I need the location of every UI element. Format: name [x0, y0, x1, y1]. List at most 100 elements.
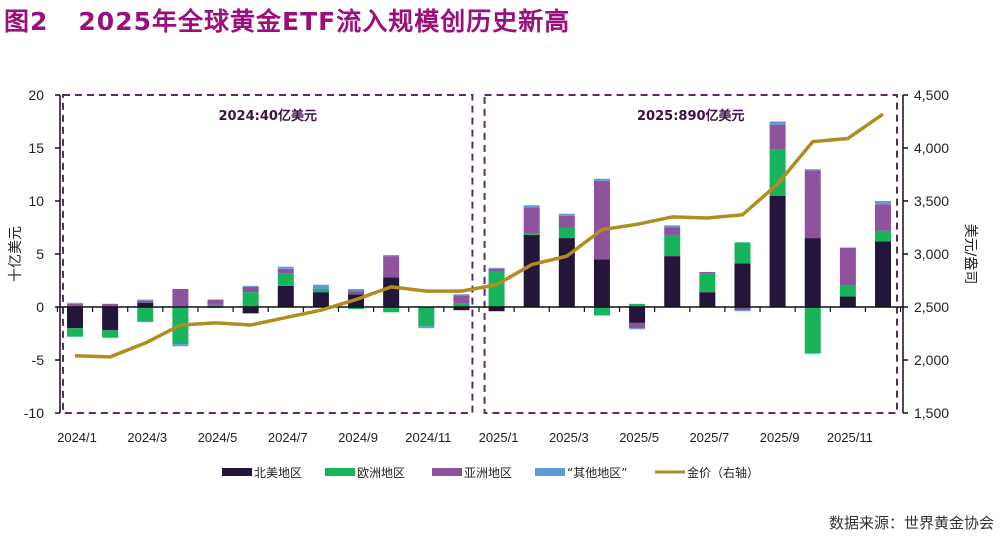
bar-europe — [699, 273, 716, 293]
bar-europe — [488, 270, 505, 307]
bar-north_america — [804, 238, 821, 307]
bar-other — [383, 255, 400, 257]
y-axis-label: 十亿美元 — [8, 226, 24, 282]
y-tick-label: -10 — [24, 405, 44, 421]
annotation-label: 2024:40亿美元 — [218, 108, 316, 124]
legend-label: 欧洲地区 — [357, 466, 405, 480]
y2-tick-label: 1,500 — [914, 405, 949, 421]
x-tick-label: 2025/1 — [479, 430, 519, 445]
bar-asia — [523, 207, 540, 234]
y2-tick-label: 3,000 — [914, 246, 949, 262]
bar-other — [664, 225, 681, 228]
bar-north_america — [558, 238, 575, 307]
chart-title: 图2 2025年全球黄金ETF流入规模创历史新高 — [4, 2, 570, 38]
x-tick-label: 2025/9 — [760, 430, 800, 445]
bar-other — [769, 121, 786, 125]
bar-europe — [629, 303, 646, 307]
bar-north_america — [242, 307, 259, 314]
bar-other — [804, 169, 821, 171]
bar-north_america — [875, 241, 891, 307]
bar-north_america — [839, 296, 856, 307]
bar-asia — [804, 170, 821, 239]
bar-north_america — [523, 234, 540, 307]
x-tick-label: 2024/5 — [198, 430, 238, 445]
bar-europe — [734, 242, 751, 264]
bar-asia — [664, 227, 681, 235]
bars-layer — [67, 121, 891, 354]
bar-other — [67, 302, 83, 304]
data-source: 数据来源：世界黄金协会 — [828, 514, 994, 532]
bar-asia — [207, 299, 224, 305]
bar-other — [558, 213, 575, 216]
bar-europe — [102, 330, 119, 338]
x-tick-label: 2024/7 — [268, 430, 308, 445]
bar-asia — [734, 307, 751, 311]
bar-europe — [312, 288, 329, 293]
y2-tick-label: 2,000 — [914, 352, 949, 368]
bar-europe — [839, 285, 856, 297]
bar-other — [629, 328, 646, 330]
annotation-box — [483, 94, 898, 414]
bar-asia — [383, 256, 400, 278]
bar-other — [348, 288, 365, 292]
bar-other — [488, 267, 505, 269]
bar-other — [242, 285, 259, 287]
bar-asia — [558, 215, 575, 228]
axes-layer: -10 -5 0 5 10 15 20 1,500 2,000 2,500 3,000 3,500 4,… — [8, 87, 978, 445]
bar-europe — [769, 149, 786, 196]
legend-label: 北美地区 — [254, 466, 302, 480]
x-tick-label: 2024/3 — [127, 430, 167, 445]
bar-europe — [383, 307, 400, 313]
bar-other — [312, 284, 329, 289]
bar-asia — [699, 272, 716, 274]
bar-north_america — [734, 263, 751, 307]
bar-north_america — [699, 292, 716, 307]
bar-north_america — [664, 256, 681, 307]
bar-north_america — [488, 307, 505, 312]
bar-other — [172, 344, 189, 347]
bar-europe — [418, 307, 435, 327]
bar-europe — [453, 303, 470, 307]
bar-europe — [348, 307, 365, 310]
x-tick-label: 2025/5 — [619, 430, 659, 445]
x-tick-label: 2025/3 — [549, 430, 589, 445]
bar-north_america — [769, 195, 786, 307]
y-tick-label: 15 — [28, 140, 44, 156]
bar-asia — [593, 180, 610, 260]
bar-asia — [488, 268, 505, 271]
bar-europe — [523, 233, 540, 235]
bar-asia — [102, 303, 119, 307]
bar-north_america — [137, 302, 154, 307]
legend-swatch-europe — [325, 468, 355, 476]
legend-label: 亚洲地区 — [464, 466, 512, 480]
legend-label: 金价（右轴） — [687, 465, 759, 480]
bar-other — [418, 326, 435, 329]
x-tick-label: 2025/7 — [689, 430, 729, 445]
bar-europe — [804, 307, 821, 354]
bar-asia — [348, 291, 365, 295]
gold-price-line — [74, 112, 884, 359]
y2-tick-label: 4,500 — [914, 87, 949, 103]
bar-europe — [67, 328, 83, 337]
x-tick-label: 2024/1 — [57, 430, 97, 445]
bar-asia — [629, 322, 646, 329]
price-line-layer — [74, 112, 884, 359]
bar-europe — [207, 304, 224, 307]
bar-north_america — [453, 307, 470, 311]
bar-asia — [277, 268, 294, 274]
bar-europe — [664, 234, 681, 257]
bar-europe — [242, 292, 259, 307]
legend-swatch-north_america — [222, 468, 252, 476]
y2-tick-label: 4,000 — [914, 140, 949, 156]
bar-asia — [453, 295, 470, 304]
x-tick-label: 2024/9 — [338, 430, 378, 445]
bar-other — [523, 205, 540, 208]
legend: 北美地区 欧洲地区 亚洲地区 “其他地区” 金价（右轴） — [222, 465, 759, 480]
bar-north_america — [67, 307, 83, 329]
bar-other — [734, 310, 751, 312]
bar-europe — [137, 307, 154, 322]
bar-asia — [875, 204, 891, 231]
figure-title: 2025年全球黄金ETF流入规模创历史新高 — [78, 7, 571, 36]
bar-north_america — [277, 285, 294, 307]
